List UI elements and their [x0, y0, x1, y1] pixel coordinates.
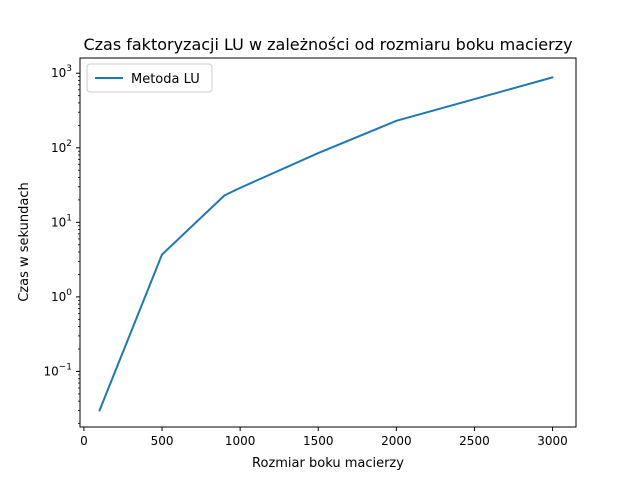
chart-title: Czas faktoryzacji LU w zależności od roz…: [83, 35, 572, 54]
y-tick-label: 100: [51, 288, 72, 304]
x-tick-label: 2500: [459, 434, 490, 448]
x-tick-label: 0: [80, 434, 88, 448]
y-axis-label: Czas w sekundach: [17, 182, 32, 302]
plot-frame: [79, 57, 577, 428]
series-line-metoda-lu: [98, 76, 554, 412]
y-tick-label: 10−1: [43, 362, 72, 378]
legend-label-metoda-lu: Metoda LU: [131, 72, 200, 87]
plot-area: [79, 57, 577, 428]
x-tick-label: 3000: [537, 434, 568, 448]
x-tick-label: 500: [151, 434, 174, 448]
series-layer: [98, 76, 554, 412]
x-axis: 0 500 1000 1500 2000 2500 3000: [80, 427, 568, 448]
legend-box: [86, 63, 213, 93]
y-tick-label: 101: [51, 213, 72, 229]
y-tick-label: 102: [51, 139, 72, 155]
x-tick-label: 1000: [225, 434, 256, 448]
legend: Metoda LU: [86, 63, 213, 93]
x-tick-label: 2000: [381, 434, 412, 448]
x-axis-label: Rozmiar boku macierzy: [252, 456, 404, 471]
y-axis: 10−1 100 101 102 103: [43, 64, 80, 424]
y-tick-label: 103: [51, 64, 72, 80]
x-tick-label: 1500: [303, 434, 334, 448]
